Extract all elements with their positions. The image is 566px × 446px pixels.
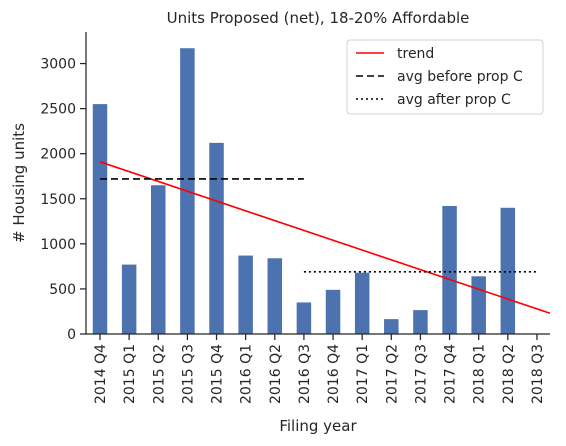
x-tick-label: 2015 Q2 [151,344,167,404]
x-tick-label: 2015 Q3 [180,344,196,404]
y-tick-label: 3000 [40,57,76,73]
bar-2018-q2 [500,207,516,334]
bar-2014-q4 [92,104,108,335]
x-tick-label: 2017 Q2 [384,344,400,404]
y-tick-label: 500 [49,282,76,298]
bar-2015-q2 [151,185,166,334]
x-tick-label: 2017 Q4 [443,344,459,404]
x-tick-label: 2017 Q3 [413,344,429,404]
legend: trend avg before prop C avg after prop C [346,39,544,115]
x-tick-label: 2016 Q4 [326,344,342,404]
x-tick-label: 2015 Q1 [122,344,138,404]
legend-entries: trend avg before prop C avg after prop C [356,46,523,108]
bar-2015-q4 [209,142,224,334]
legend-label: avg after prop C [397,92,511,108]
x-tick-label: 2018 Q3 [530,344,546,404]
bar-2016-q3 [296,302,312,334]
bar-2017-q3 [413,310,428,334]
y-ticks-layer: 0 500 1000 1500 2000 2500 3000 [40,57,86,343]
y-tick-label: 2500 [40,102,76,118]
chart-title: Units Proposed (net), 18-20% Affordable [167,9,470,27]
bar-2015-q1 [121,264,137,334]
x-tick-label: 2014 Q4 [93,344,109,404]
bar-2017-q1 [354,272,370,334]
bar-2017-q2 [384,319,399,334]
x-tick-label: 2016 Q3 [297,344,313,404]
x-tick-label: 2018 Q1 [472,344,488,404]
trend-line [99,161,551,315]
legend-label: trend [397,46,434,62]
bar-2016-q1 [238,255,253,334]
bar-2016-q2 [267,258,283,334]
x-tick-label: 2016 Q1 [239,344,255,404]
bar-2016-q4 [325,289,341,334]
x-tick-label: 2015 Q4 [210,344,226,404]
bar-2017-q4 [442,205,457,334]
x-ticks-layer: 2014 Q4 2015 Q1 2015 Q2 2015 Q3 2015 Q4 2016 … [93,334,546,404]
y-tick-label: 1500 [40,192,76,208]
legend-label: avg before prop C [397,69,523,85]
x-tick-label: 2017 Q1 [355,344,371,404]
x-tick-label: 2016 Q2 [268,344,284,404]
x-axis-label: Filing year [279,417,357,435]
bar-2018-q1 [471,276,486,334]
y-tick-label: 2000 [40,147,76,163]
y-axis-label: # Housing units [10,123,28,243]
y-tick-label: 1000 [40,237,76,253]
y-tick-label: 0 [67,327,76,343]
reference-lines-layer [99,161,551,315]
x-tick-label: 2018 Q2 [501,344,517,404]
legend-box [346,39,544,115]
